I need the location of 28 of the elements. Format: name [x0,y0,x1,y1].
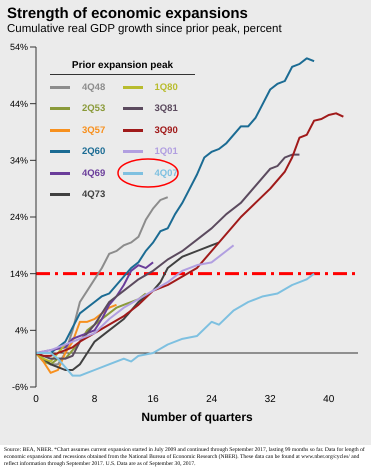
legend-label: 4Q69 [82,168,106,178]
legend-label: 3Q90 [154,124,178,136]
legend-title: Prior expansion peak [70,60,174,73]
y-tick-label: 34% [10,156,28,166]
chart-subtitle: Cumulative real GDP growth since prior peak, percent [7,23,282,35]
x-tick-label: 32 [264,394,276,406]
chart-title: Strength of economic expansions [7,5,248,22]
y-tick-label: 14% [10,268,28,279]
legend-label: 4Q07 [154,168,178,178]
x-tick-label: 24 [206,394,218,406]
x-tick-label: 8 [92,394,98,406]
y-tick-label: -6% [12,382,28,392]
legend-label: 4Q73 [82,189,106,200]
legend-label: 3Q81 [154,103,178,114]
legend-label: 3Q57 [82,124,106,136]
x-tick-label: 0 [33,394,40,406]
legend-label: 1Q01 [154,146,178,157]
x-tick-label: 16 [148,394,160,406]
y-tick-label: 54% [10,42,28,52]
legend-label: 4Q48 [82,82,106,92]
x-tick-label: 40 [323,394,335,406]
x-axis-title: Number of quarters [141,410,253,424]
y-tick-label: 44% [10,98,28,109]
legend-label: 2Q53 [82,103,106,114]
y-tick-label: 24% [10,212,28,222]
legend-label: 1Q80 [154,82,178,92]
legend-label: 2Q60 [82,146,106,157]
y-tick-label: 4% [14,326,28,336]
